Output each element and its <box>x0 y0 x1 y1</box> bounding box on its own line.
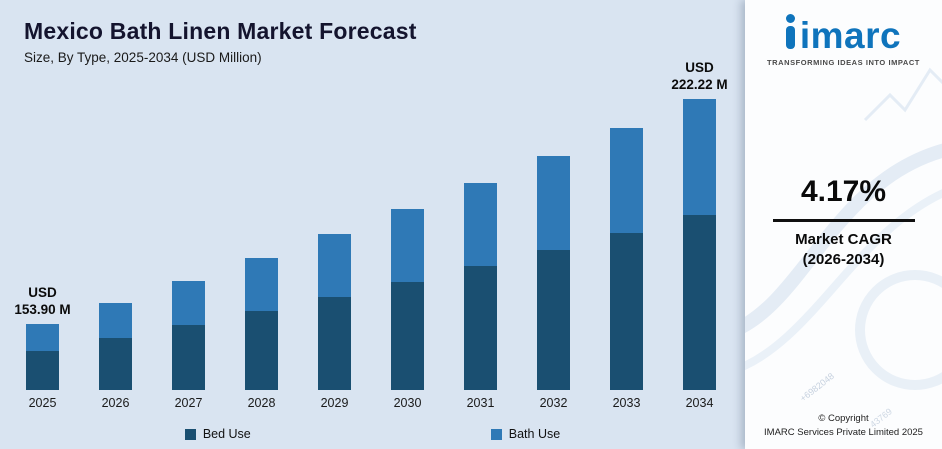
legend-swatch-bed-use <box>184 428 196 440</box>
segment-bath-use-2027 <box>172 281 205 325</box>
segment-bath-use-2031 <box>464 183 497 266</box>
cagr-period: (2026-2034) <box>802 251 885 268</box>
imarc-logo-icon <box>785 14 795 54</box>
bar-2028: 2028 <box>245 258 278 410</box>
bar-2034: USD 222.22 M 2034 <box>671 60 727 410</box>
cagr-value: 4.17% <box>800 175 887 208</box>
chart-title: Mexico Bath Linen Market Forecast <box>24 18 417 44</box>
segment-bath-use-2029 <box>318 234 351 297</box>
segment-bed-use-2034 <box>683 215 716 390</box>
bar-annotation-2034: USD 222.22 M <box>671 59 728 93</box>
cagr-label: Market CAGR <box>795 231 892 248</box>
legend-label-bath-use: Bath Use <box>508 427 561 441</box>
segment-bath-use-2032 <box>537 156 570 250</box>
x-axis-label-2032: 2032 <box>539 396 568 410</box>
copyright: © Copyright IMARC Services Private Limit… <box>745 412 942 439</box>
bar-2032: 2032 <box>537 156 570 410</box>
segment-bath-use-2030 <box>391 209 424 282</box>
legend-label-bed-use: Bed Use <box>202 427 251 441</box>
segment-bed-use-2033 <box>610 233 643 390</box>
imarc-logo-text: imarc <box>799 15 902 56</box>
segment-bath-use-2033 <box>610 128 643 233</box>
imarc-logo: imarc <box>785 14 902 56</box>
x-axis-label-2034: 2034 <box>685 396 714 410</box>
segment-bed-use-2028 <box>245 311 278 390</box>
x-axis-label-2025: 2025 <box>28 396 57 410</box>
segment-bath-use-2034 <box>683 99 716 215</box>
logo-bar-shape <box>785 26 795 49</box>
imarc-tagline: TRANSFORMING IDEAS INTO IMPACT <box>767 58 920 67</box>
x-axis-label-2031: 2031 <box>466 396 495 410</box>
x-axis-label-2030: 2030 <box>393 396 422 410</box>
brand-sidebar: +6982048 43769 imarc TRANSFORMING IDEAS … <box>745 0 942 449</box>
segment-bath-use-2026 <box>99 303 132 338</box>
bar-annotation-2025: USD 153.90 M <box>14 284 71 318</box>
segment-bed-use-2031 <box>464 266 497 390</box>
cagr-block: 4.17% Market CAGR (2026-2034) <box>772 175 915 268</box>
cagr-divider <box>772 219 915 222</box>
bar-2030: 2030 <box>391 209 424 410</box>
x-axis-label-2029: 2029 <box>320 396 349 410</box>
bar-2026: 2026 <box>99 303 132 410</box>
segment-bed-use-2030 <box>391 282 424 390</box>
bar-2033: 2033 <box>610 128 643 410</box>
segment-bath-use-2025 <box>26 324 59 351</box>
segment-bed-use-2026 <box>99 338 132 390</box>
x-axis-label-2026: 2026 <box>101 396 130 410</box>
segment-bed-use-2032 <box>537 250 570 390</box>
legend-item-bed-use: Bed Use <box>184 427 251 441</box>
x-axis-label-2028: 2028 <box>247 396 276 410</box>
segment-bath-use-2028 <box>245 258 278 311</box>
x-axis-label-2027: 2027 <box>174 396 203 410</box>
bar-2025: USD 153.90 M 2025 <box>14 285 70 410</box>
copyright-line1: © Copyright <box>818 413 869 425</box>
logo-dot-shape <box>785 14 795 23</box>
chart-panel: Mexico Bath Linen Market Forecast Size, … <box>0 0 745 449</box>
segment-bed-use-2029 <box>318 297 351 390</box>
legend-swatch-bath-use <box>490 428 502 440</box>
chart-subtitle: Size, By Type, 2025-2034 (USD Million) <box>24 50 262 65</box>
bar-2031: 2031 <box>464 183 497 410</box>
legend-item-bath-use: Bath Use <box>490 427 561 441</box>
copyright-line2: IMARC Services Private Limited 2025 <box>764 426 923 438</box>
segment-bed-use-2027 <box>172 325 205 390</box>
bar-2027: 2027 <box>172 281 205 410</box>
segment-bed-use-2025 <box>26 351 59 390</box>
legend: Bed Use Bath Use <box>0 427 745 441</box>
bar-2029: 2029 <box>318 234 351 410</box>
bars: USD 153.90 M 2025 2026 2027 2028 2029 2030 2031 2… <box>14 60 727 410</box>
x-axis-label-2033: 2033 <box>612 396 641 410</box>
